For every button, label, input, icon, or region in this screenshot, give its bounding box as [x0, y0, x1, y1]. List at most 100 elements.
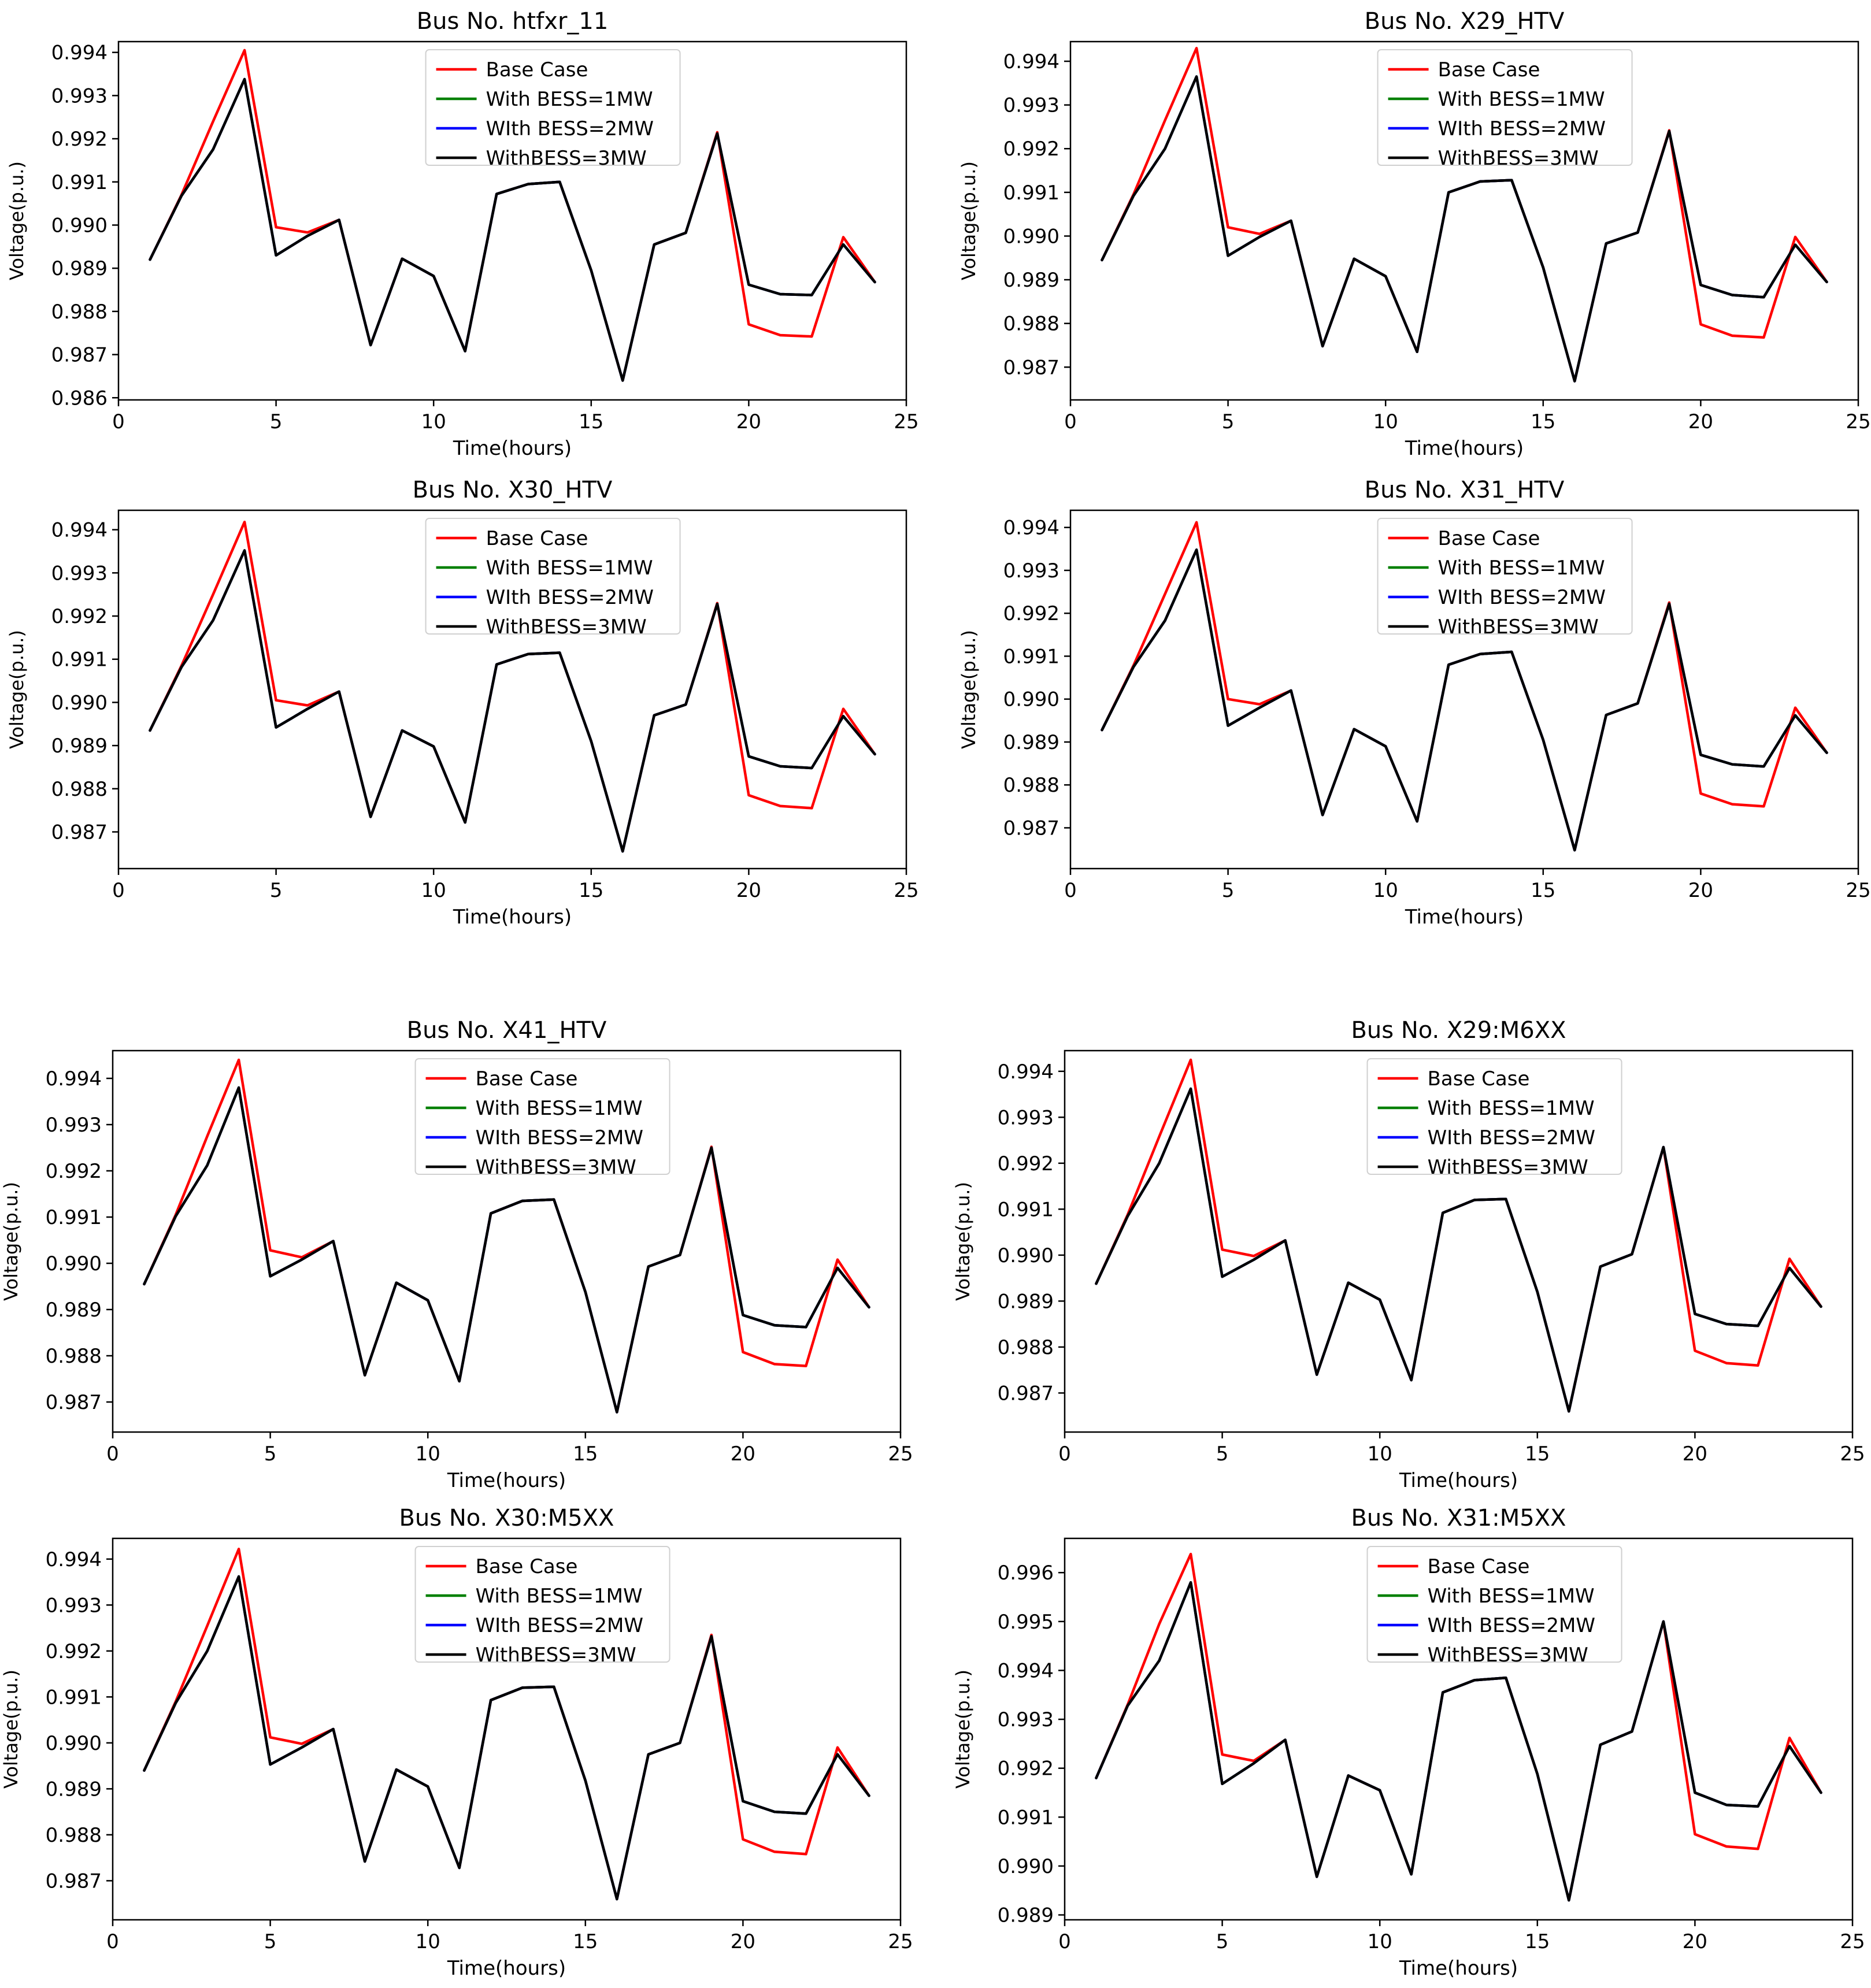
legend-label-4: WithBESS=3MW	[476, 1156, 636, 1179]
x-tick-label: 5	[1222, 410, 1235, 433]
chart-title: Bus No. X30_HTV	[413, 477, 613, 503]
legend-label-4: WithBESS=3MW	[486, 615, 647, 639]
x-tick-label: 10	[1368, 1930, 1392, 1953]
x-axis-label: Time(hours)	[1405, 437, 1524, 460]
x-tick-label: 25	[1840, 1442, 1865, 1466]
chart-title: Bus No. X31_HTV	[1365, 477, 1565, 503]
x-tick-label: 5	[1216, 1442, 1229, 1466]
x-tick-label: 20	[1688, 410, 1713, 433]
y-tick-label: 0.987	[46, 1391, 102, 1414]
x-tick-label: 0	[112, 879, 125, 902]
y-tick-label: 0.993	[1003, 94, 1059, 117]
y-tick-label: 0.992	[1003, 602, 1059, 625]
y-tick-label: 0.988	[51, 301, 108, 324]
y-tick-label: 0.993	[1003, 559, 1059, 583]
x-tick-label: 15	[1525, 1930, 1550, 1953]
x-tick-label: 0	[1058, 1442, 1071, 1466]
plot-frame	[117, 509, 907, 870]
plot-frame	[1064, 1049, 1854, 1433]
x-tick-label: 25	[1840, 1930, 1865, 1953]
x-tick-label: 25	[894, 879, 918, 902]
x-tick-label: 20	[731, 1442, 755, 1466]
y-tick-label: 0.992	[51, 605, 108, 628]
legend-label-4: WithBESS=3MW	[476, 1644, 636, 1667]
y-axis-label: Voltage(p.u.)	[6, 630, 28, 749]
x-tick-label: 15	[573, 1930, 598, 1953]
y-tick-label: 0.994	[46, 1548, 102, 1571]
plot-frame	[117, 40, 907, 401]
legend-label-4: WithBESS=3MW	[1438, 615, 1599, 639]
y-tick-label: 0.993	[51, 562, 108, 585]
legend-label-4: WithBESS=3MW	[1438, 147, 1599, 170]
legend-label-1: Base Case	[1438, 527, 1540, 550]
y-tick-label: 0.988	[1003, 313, 1059, 336]
x-axis-label: Time(hours)	[453, 437, 572, 460]
legend-label-3: WIth BESS=2MW	[1428, 1614, 1595, 1637]
y-axis-label: Voltage(p.u.)	[952, 1182, 974, 1301]
legend-label-1: Base Case	[486, 58, 588, 81]
y-tick-label: 0.987	[51, 821, 108, 844]
y-tick-label: 0.991	[1003, 645, 1059, 668]
legend-label-2: With BESS=1MW	[476, 1585, 643, 1608]
x-tick-label: 0	[106, 1930, 119, 1953]
y-tick-label: 0.988	[46, 1824, 102, 1847]
legend-box	[1377, 518, 1633, 635]
y-tick-label: 0.991	[998, 1806, 1054, 1829]
x-tick-label: 20	[736, 879, 761, 902]
x-tick-label: 20	[1683, 1442, 1707, 1466]
legend-label-2: With BESS=1MW	[1438, 557, 1605, 580]
chart-panel-4: Bus No. X31_HTV 0 5 10 15 20 25 0.987 0.988 0.989…	[958, 477, 1871, 929]
chart-panel-3: Bus No. X30_HTV 0 5 10 15 20 25 0.987 0.988 0.989…	[6, 477, 919, 929]
legend-label-1: Base Case	[486, 527, 588, 550]
legend: Base Case With BESS=1MW WIth BESS=2MW WithB…	[414, 1546, 670, 1667]
x-tick-label: 15	[1531, 410, 1555, 433]
y-tick-label: 0.989	[998, 1290, 1054, 1313]
y-tick-label: 0.989	[51, 735, 108, 758]
y-tick-label: 0.993	[51, 84, 108, 107]
legend-label-4: WithBESS=3MW	[486, 147, 647, 170]
x-tick-label: 25	[888, 1442, 913, 1466]
y-tick-label: 0.993	[998, 1708, 1054, 1731]
y-tick-label: 0.994	[46, 1067, 102, 1091]
y-tick-label: 0.989	[1003, 731, 1059, 754]
legend-label-3: WIth BESS=2MW	[476, 1614, 643, 1637]
y-tick-label: 0.987	[998, 1382, 1054, 1405]
chart-title: Bus No. htfxr_11	[417, 8, 609, 35]
legend: Base Case With BESS=1MW WIth BESS=2MW WithB…	[1377, 49, 1633, 170]
x-tick-label: 5	[1222, 879, 1235, 902]
y-axis-label: Voltage(p.u.)	[6, 161, 28, 280]
x-tick-label: 20	[736, 410, 761, 433]
legend-box	[425, 518, 681, 635]
x-tick-label: 25	[1846, 879, 1870, 902]
y-tick-label: 0.988	[51, 778, 108, 801]
legend-label-1: Base Case	[1438, 58, 1540, 81]
chart-panel-5: Bus No. X41_HTV 0 5 10 15 20 25 0.987 0.988 0.989…	[0, 1017, 913, 1492]
x-tick-label: 20	[731, 1930, 755, 1953]
chart-title: Bus No. X30:M5XX	[399, 1505, 614, 1531]
y-tick-label: 0.991	[51, 171, 108, 194]
x-tick-label: 10	[1368, 1442, 1392, 1466]
legend-box	[414, 1058, 670, 1175]
legend-box	[1377, 49, 1633, 166]
y-tick-label: 0.990	[1003, 688, 1059, 711]
x-tick-label: 10	[416, 1442, 440, 1466]
x-axis-label: Time(hours)	[447, 1469, 566, 1492]
x-tick-label: 10	[416, 1930, 440, 1953]
y-tick-label: 0.989	[1003, 269, 1059, 292]
legend-label-1: Base Case	[1428, 1555, 1530, 1578]
series-line-4	[1101, 548, 1828, 852]
legend: Base Case With BESS=1MW WIth BESS=2MW WithB…	[425, 518, 681, 639]
y-tick-label: 0.989	[46, 1778, 102, 1801]
chart-title: Bus No. X29:M6XX	[1351, 1017, 1566, 1044]
legend-label-3: WIth BESS=2MW	[476, 1126, 643, 1149]
x-axis-label: Time(hours)	[1399, 1469, 1518, 1492]
x-tick-label: 15	[573, 1442, 598, 1466]
legend-label-2: With BESS=1MW	[1428, 1097, 1595, 1120]
x-tick-label: 15	[579, 410, 603, 433]
legend-label-4: WithBESS=3MW	[1428, 1156, 1588, 1179]
y-tick-label: 0.993	[998, 1106, 1054, 1129]
x-axis-label: Time(hours)	[453, 906, 572, 929]
series-line-4	[143, 1086, 870, 1414]
plot-frame	[1069, 509, 1859, 870]
